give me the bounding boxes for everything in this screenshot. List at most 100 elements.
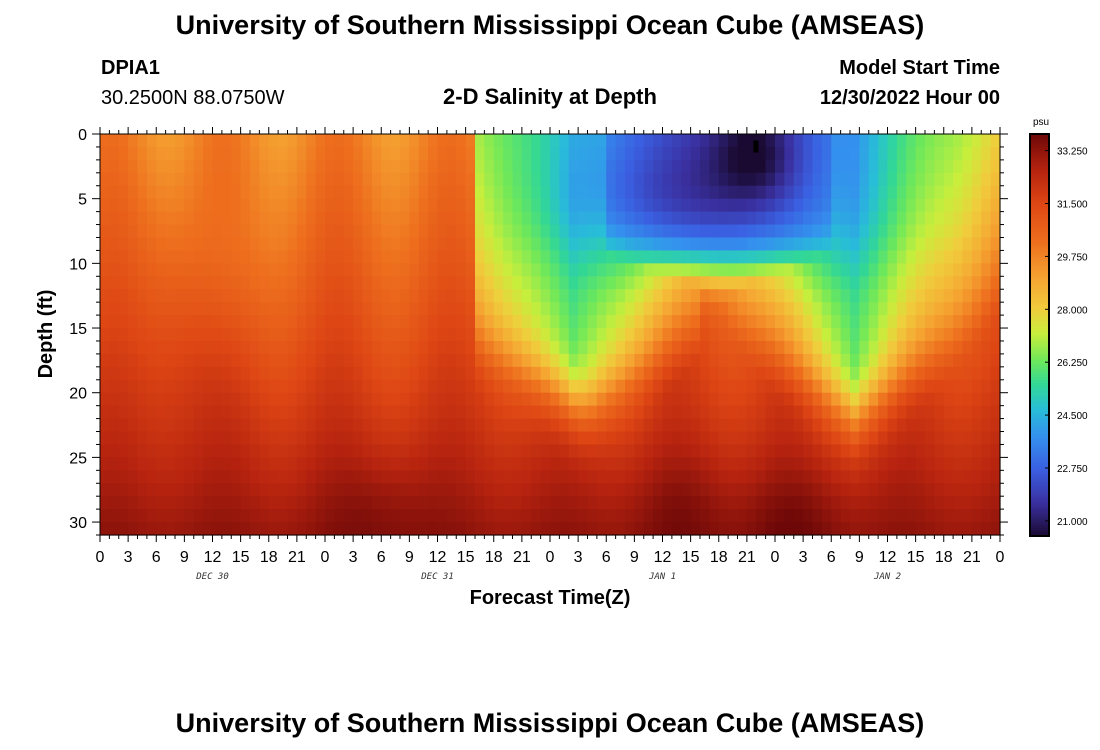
heatmap-cell [381,353,392,368]
heatmap-cell [146,134,157,148]
heatmap-cell [831,457,842,471]
heatmap-cell [671,289,682,303]
heatmap-cell [700,250,710,264]
heatmap-cell [925,134,935,148]
heatmap-cell [437,146,448,161]
heatmap-cell [962,250,973,264]
heatmap-cell [475,276,485,290]
heatmap-cell [559,172,570,187]
heatmap-cell [868,315,879,329]
heatmap-cell [775,431,785,446]
heatmap-cell [184,483,195,497]
heatmap-cell [446,522,457,536]
heatmap-cell [606,444,617,458]
heatmap-cell [568,276,579,290]
heatmap-cell [746,392,757,407]
heatmap-cell [953,328,964,342]
colorbar-segment [1030,380,1049,384]
heatmap-cell [362,392,373,407]
heatmap-cell [906,405,917,420]
heatmap-cell [653,379,664,394]
heatmap-cell [390,379,401,394]
heatmap-cell [915,431,926,446]
heatmap-cell [390,340,401,355]
heatmap-cell [371,276,382,290]
heatmap-cell [831,172,842,187]
heatmap-cell [146,353,157,368]
heatmap-cell [971,340,982,355]
heatmap-cell [700,431,710,446]
heatmap-cell [259,172,270,187]
heatmap-cell [765,470,776,484]
heatmap-cell [240,379,251,394]
heatmap-cell [315,328,326,342]
heatmap-cell [540,211,551,226]
heatmap-cell [315,444,326,458]
heatmap-cell [456,353,467,368]
heatmap-cell [700,159,710,174]
heatmap-cell [100,276,110,290]
heatmap-cell [540,405,551,420]
heatmap-cell [596,211,607,226]
heatmap-cell [193,444,204,458]
heatmap-cell [709,392,720,407]
heatmap-cell [700,146,710,161]
colorbar-segment [1030,244,1049,248]
heatmap-cell [446,134,457,148]
heatmap-cell [409,263,420,277]
heatmap-cell [175,237,185,252]
heatmap-cell [287,496,298,510]
heatmap-cell [446,509,457,523]
heatmap-cell [409,198,420,213]
heatmap-cell [503,457,514,471]
heatmap-cell [156,418,167,433]
heatmap-cell [887,353,898,368]
heatmap-cell [531,366,542,381]
heatmap-cell [728,211,739,226]
heatmap-cell [268,457,279,471]
heatmap-cell [756,198,767,213]
colorbar-segment [1030,154,1049,158]
heatmap-cell [671,185,682,200]
heatmap-cell [718,224,729,239]
heatmap-cell [428,198,439,213]
heatmap-cell [400,328,410,342]
heatmap-cell [606,146,617,161]
heatmap-cell [587,444,598,458]
heatmap-cell [756,470,767,484]
heatmap-cell [859,366,870,381]
heatmap-cell [475,340,485,355]
heatmap-cell [709,315,720,329]
heatmap-cell [878,470,889,484]
heatmap-cell [521,302,532,316]
heatmap-cell [540,263,551,277]
heatmap-cell [203,522,214,536]
heatmap-cell [456,470,467,484]
heatmap-cell [287,211,298,226]
heatmap-cell [325,418,335,433]
heatmap-cell [343,392,354,407]
heatmap-cell [390,250,401,264]
heatmap-cell [681,224,692,239]
heatmap-cell [765,250,776,264]
heatmap-cell [868,405,879,420]
heatmap-cell [287,198,298,213]
heatmap-cell [625,237,635,252]
heatmap-cell [212,263,223,277]
heatmap-cell [728,444,739,458]
heatmap-cell [812,392,823,407]
colorbar-segment [1030,483,1049,487]
heatmap-cell [137,379,148,394]
heatmap-cell [315,159,326,174]
heatmap-cell [400,159,410,174]
heatmap-cell [493,146,504,161]
heatmap-cell [156,366,167,381]
heatmap-cell [531,509,542,523]
heatmap-cell [578,366,589,381]
heatmap-cell [953,159,964,174]
colorbar-segment [1030,247,1049,251]
heatmap-cell [390,431,401,446]
heatmap-cell [240,315,251,329]
heatmap-cell [465,302,476,316]
